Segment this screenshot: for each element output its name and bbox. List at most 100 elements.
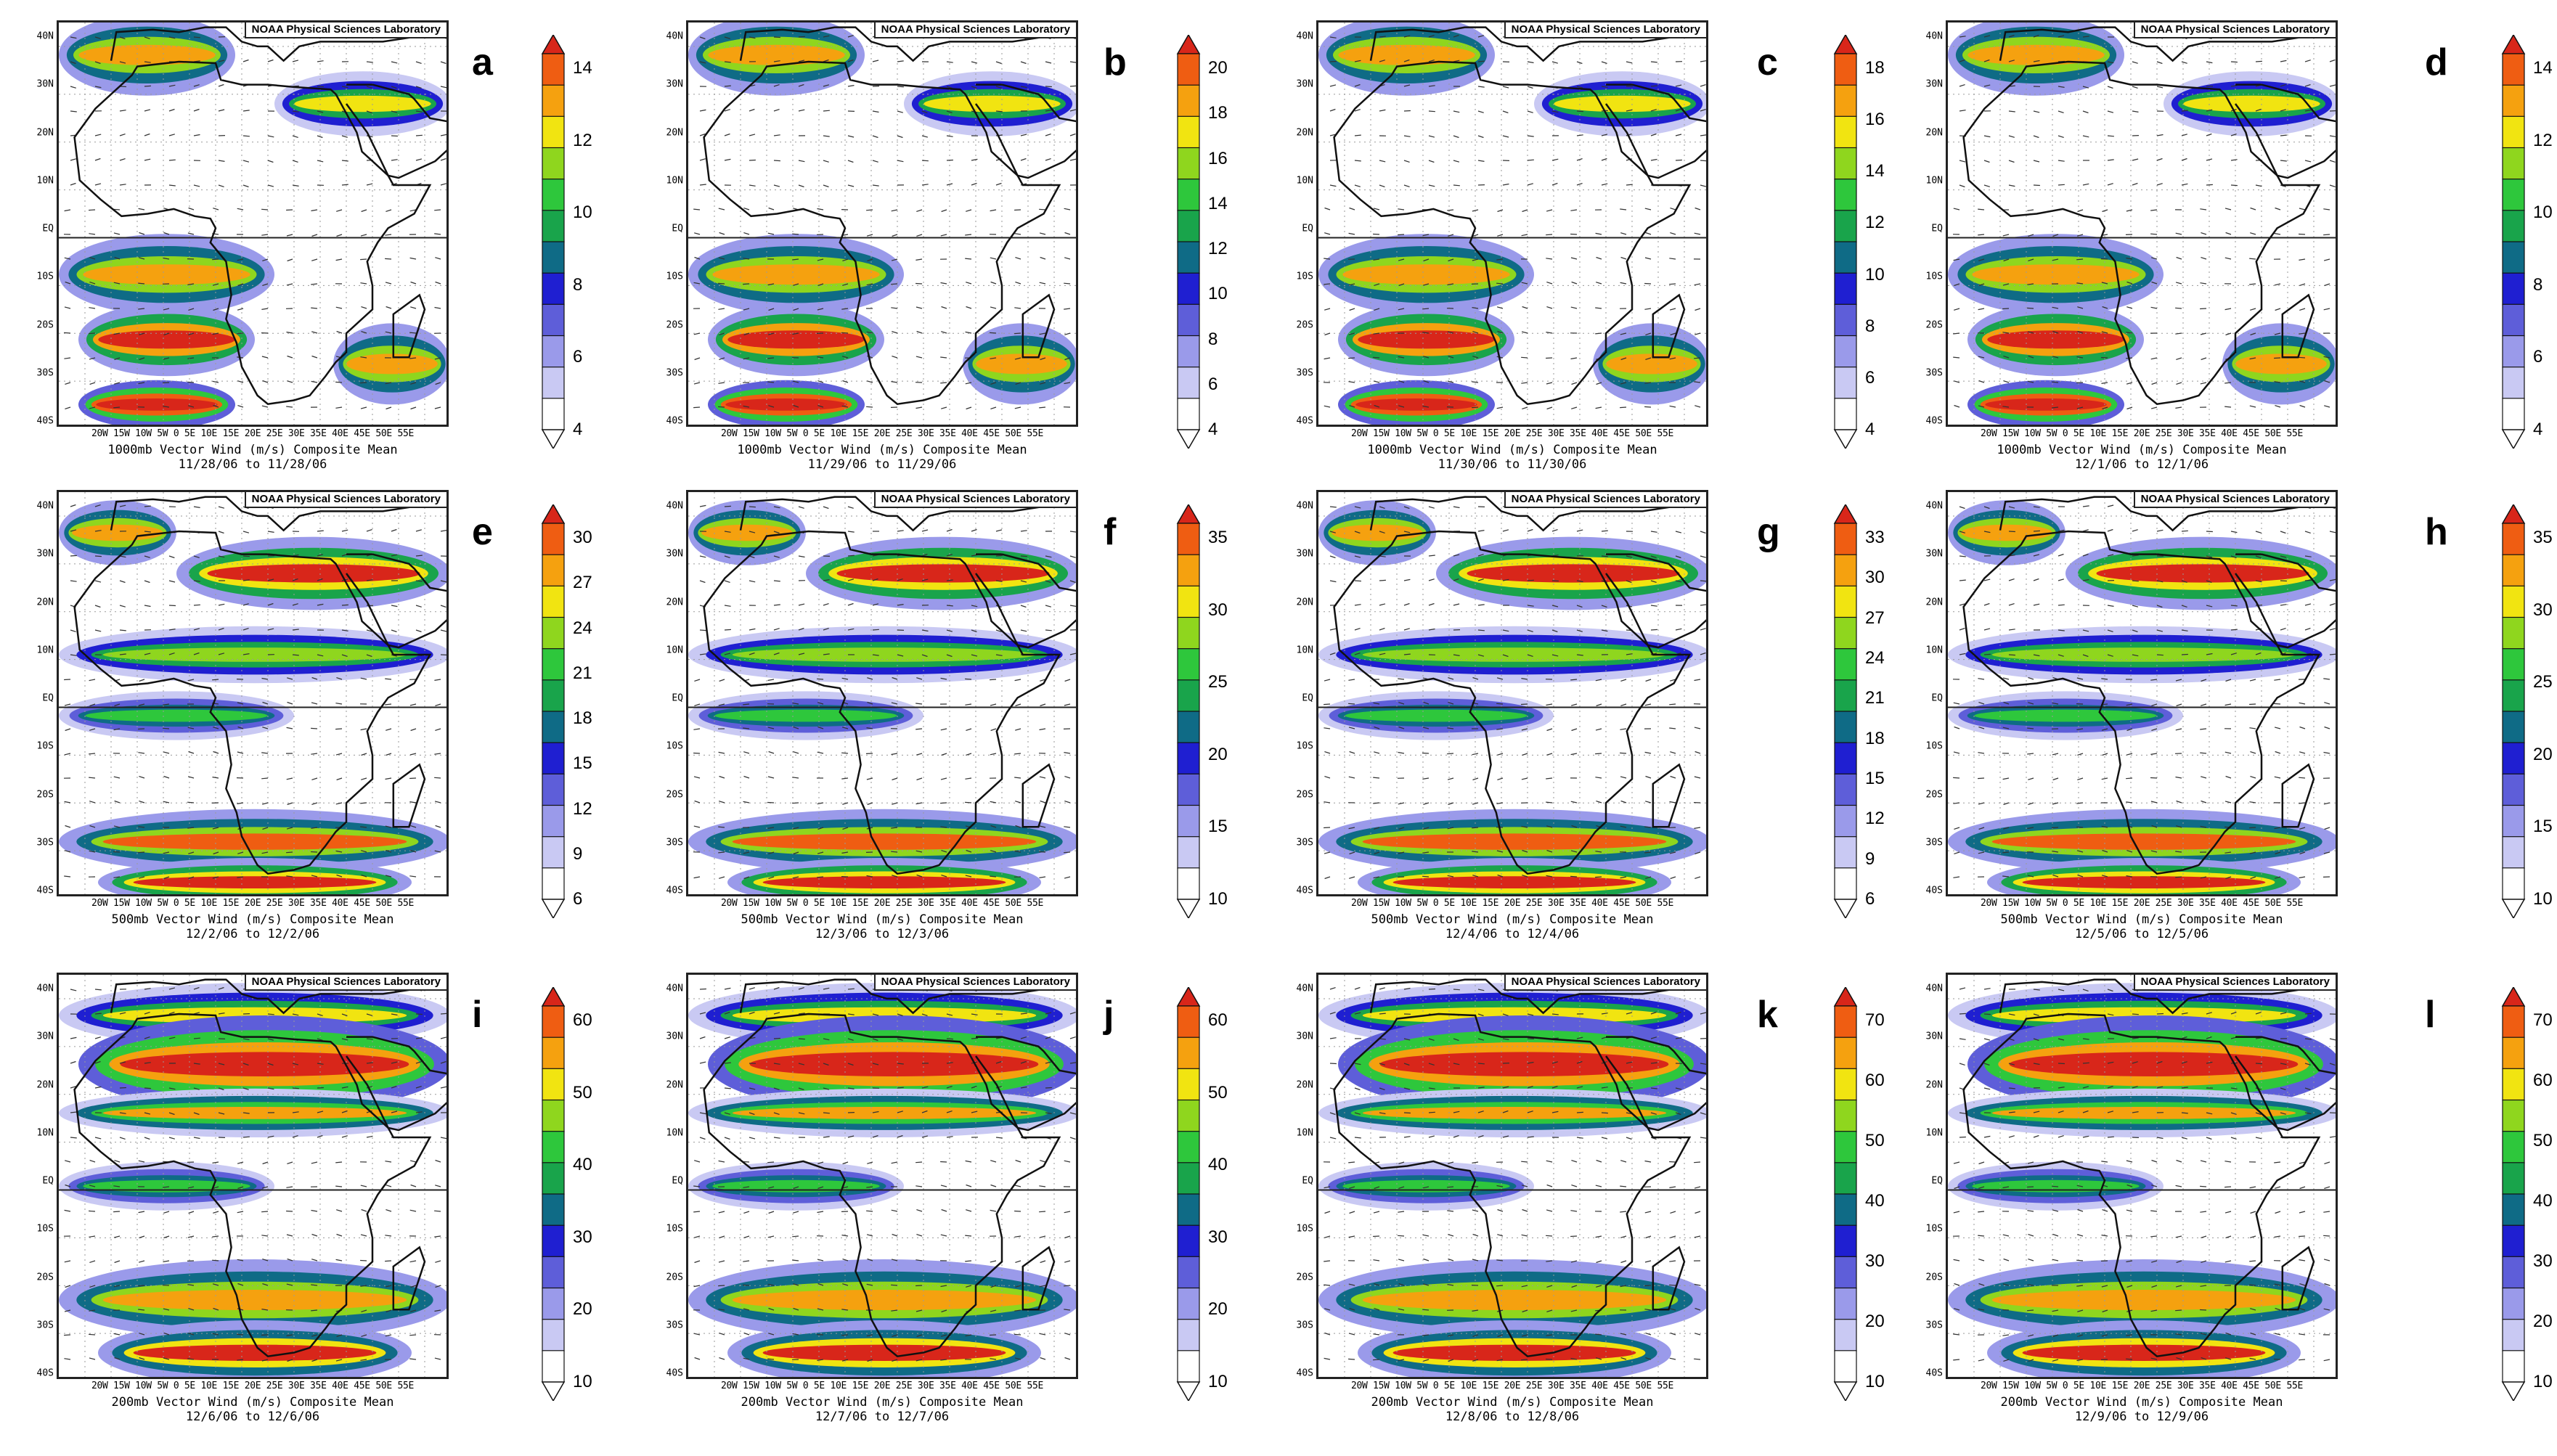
- wind-vector-arrow: [2058, 110, 2064, 113]
- colorbar-segment: [542, 523, 565, 556]
- wind-vector-arrow: [1349, 207, 1355, 210]
- wind-vector-arrow: [65, 1184, 71, 1187]
- wind-vector-arrow: [415, 629, 422, 633]
- wind-vector-arrow: [1596, 282, 1602, 285]
- wind-vector-arrow: [2150, 1309, 2158, 1312]
- wind-vector-arrow: [287, 1359, 293, 1362]
- wind-vector-arrow: [311, 1209, 318, 1212]
- panel-caption-dates: 12/1/06 to 12/1/06: [2074, 457, 2209, 472]
- wind-vector-arrow: [1069, 158, 1076, 161]
- wind-vector-arrow: [1448, 802, 1454, 806]
- wind-vector-arrow: [262, 802, 269, 805]
- wind-vector-arrow: [1669, 1161, 1676, 1163]
- wind-vector-arrow: [847, 602, 854, 606]
- latitude-tick-label: 10S: [1925, 1223, 1943, 1235]
- wind-vector-arrow: [1014, 1185, 1021, 1187]
- wind-vector-arrow: [1620, 208, 1627, 210]
- wind-vector-arrow: [144, 580, 150, 584]
- wind-vector-arrow: [261, 777, 269, 780]
- wind-vector-arrow: [1329, 1037, 1337, 1039]
- wind-vector-arrow: [335, 381, 343, 383]
- wind-vector-arrow: [798, 1112, 805, 1115]
- colorbar-segment: [1834, 179, 1857, 211]
- wind-vector-arrow: [2329, 628, 2336, 631]
- colorbar-segment: [542, 1162, 565, 1195]
- colorbar: 10 15 20 25 30 35: [2501, 504, 2553, 918]
- wind-vector-arrow: [1354, 134, 1361, 136]
- wind-vector-arrow: [743, 703, 750, 705]
- wind-vector-arrow: [1497, 874, 1504, 878]
- wind-vector-arrow: [1349, 308, 1355, 311]
- wind-vector-arrow: [168, 84, 176, 87]
- wind-vector-arrow: [212, 777, 219, 779]
- colorbar-segment: [1177, 84, 1200, 118]
- wind-vector-arrow: [915, 1185, 923, 1187]
- wind-vector-arrow: [817, 827, 824, 830]
- wind-vector-arrow: [2176, 703, 2182, 707]
- wind-vector-arrow: [2003, 802, 2010, 806]
- wind-vector-arrow: [866, 234, 873, 237]
- wind-vector-arrow: [2033, 578, 2039, 581]
- wind-vector-arrow: [2323, 308, 2330, 311]
- colorbar-tick-label: 4: [1865, 420, 1875, 439]
- wind-vector-arrow: [1447, 875, 1454, 878]
- wind-vector-arrow: [242, 603, 249, 606]
- wind-vector-arrow: [699, 504, 706, 507]
- wind-vector-arrow: [434, 850, 441, 853]
- wind-speed-field: [1948, 23, 2336, 425]
- wind-vector-arrow: [1596, 382, 1602, 385]
- wind-vector-arrow: [1039, 1211, 1046, 1213]
- wind-vector-arrow: [2249, 1186, 2256, 1189]
- wind-vector-arrow: [1403, 35, 1411, 38]
- wind-vector-arrow: [1020, 61, 1027, 65]
- wind-vector-arrow: [1546, 209, 1553, 212]
- wind-vector-arrow: [718, 257, 725, 260]
- wind-vector-arrow: [916, 677, 923, 680]
- wind-vector-arrow: [915, 850, 923, 853]
- longitude-axis: 20W 15W 10W 5W 0 5E 10E 15E 20E 25E 30E …: [1350, 1381, 1674, 1391]
- wind-vector-arrow: [292, 1063, 299, 1066]
- wind-vector-arrow: [391, 554, 398, 557]
- wind-vector-arrow: [990, 332, 997, 334]
- wind-vector-arrow: [699, 61, 706, 64]
- wind-vector-arrow: [2274, 381, 2281, 383]
- wind-vector-arrow: [366, 1086, 372, 1089]
- wind-vector-arrow: [2008, 1087, 2015, 1089]
- wind-vector-arrow: [435, 825, 441, 828]
- wind-vector-arrow: [847, 1087, 855, 1089]
- wind-vector-arrow: [237, 1186, 244, 1190]
- wind-vector-arrow: [2299, 208, 2306, 210]
- wind-vector-arrow: [65, 850, 71, 853]
- wind-vector-arrow: [1324, 827, 1331, 829]
- wind-vector-arrow: [287, 802, 293, 806]
- wind-vector-arrow: [144, 1137, 150, 1140]
- wind-vector-arrow: [724, 1112, 730, 1115]
- colorbar-tick-label: 4: [2533, 420, 2543, 439]
- wind-vector-arrow: [724, 1036, 730, 1039]
- wind-vector-arrow: [990, 801, 997, 803]
- colorbar-scale: [541, 35, 566, 449]
- wind-vector-arrow: [386, 1309, 392, 1313]
- wind-vector-arrow: [2250, 776, 2256, 779]
- wind-vector-arrow: [218, 109, 225, 112]
- wind-vector-arrow: [242, 579, 250, 581]
- wind-vector-arrow: [2181, 1137, 2187, 1140]
- wind-vector-arrow: [2082, 1135, 2089, 1138]
- wind-vector-arrow: [841, 332, 849, 334]
- wind-vector-arrow: [317, 135, 323, 139]
- latitude-tick-label: 30S: [1925, 1320, 1943, 1331]
- colorbar-min-arrow: [1176, 1381, 1201, 1401]
- wind-vector-arrow: [435, 1185, 441, 1187]
- wind-vector-arrow: [1477, 60, 1485, 62]
- wind-vector-arrow: [1497, 209, 1504, 213]
- wind-vector-arrow: [1620, 406, 1627, 409]
- wind-vector-arrow: [699, 158, 706, 161]
- wind-vector-arrow: [2175, 1185, 2182, 1187]
- wind-vector-arrow: [2052, 1309, 2059, 1312]
- wind-vector-arrow: [872, 184, 879, 187]
- wind-vector-arrow: [409, 801, 417, 803]
- wind-vector-arrow: [1015, 1285, 1021, 1288]
- wind-vector-arrow: [1477, 160, 1485, 162]
- wind-vector-arrow: [1983, 653, 1991, 655]
- wind-vector-arrow: [2249, 703, 2256, 705]
